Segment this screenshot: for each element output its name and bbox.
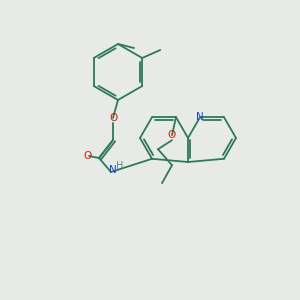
Text: O: O — [168, 130, 176, 140]
Text: N: N — [109, 165, 117, 175]
Text: N: N — [196, 112, 204, 122]
Text: O: O — [84, 151, 92, 161]
Text: O: O — [109, 113, 117, 123]
Text: H: H — [116, 161, 124, 171]
